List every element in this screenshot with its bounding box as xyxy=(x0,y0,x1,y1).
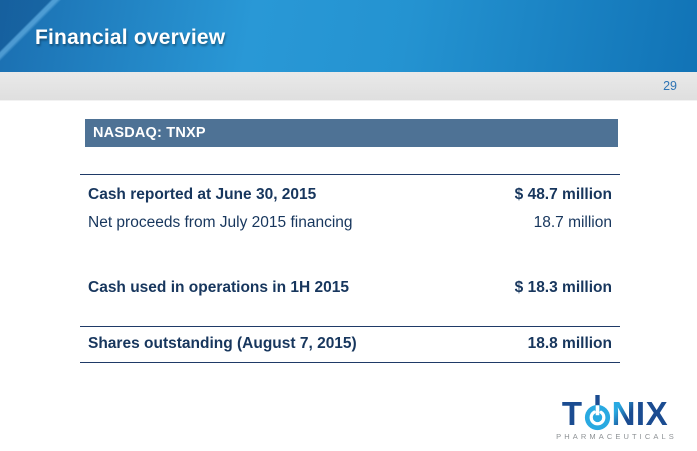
table-header-bar: NASDAQ: TNXP xyxy=(85,119,618,147)
table-row: Cash reported at June 30, 2015 $ 48.7 mi… xyxy=(80,181,620,209)
table-row: Shares outstanding (August 7, 2015) 18.8… xyxy=(80,330,620,358)
row-label: Cash used in operations in 1H 2015 xyxy=(88,279,349,296)
slide-header-band: Financial overview xyxy=(0,0,697,72)
table-body: Cash reported at June 30, 2015 $ 48.7 mi… xyxy=(80,174,620,363)
tonix-wordmark: T N IX xyxy=(545,393,685,431)
table-row: Cash used in operations in 1H 2015 $ 18.… xyxy=(80,274,620,302)
financial-table: NASDAQ: TNXP Cash reported at June 30, 2… xyxy=(80,119,620,363)
row-value: 18.7 million xyxy=(533,214,612,231)
table-bottom-section: Shares outstanding (August 7, 2015) 18.8… xyxy=(80,326,620,363)
subheader-strip: 29 xyxy=(0,72,697,101)
row-label: Shares outstanding (August 7, 2015) xyxy=(88,335,357,352)
logo-letter-t: T xyxy=(561,395,583,432)
row-value: $ 48.7 million xyxy=(514,186,612,203)
tonix-logo: T N IX PHARMACEUTICALS xyxy=(545,393,685,441)
slide-title: Financial overview xyxy=(35,26,226,49)
logo-letters-ix: IX xyxy=(635,395,669,432)
power-button-icon xyxy=(584,395,611,431)
logo-letter-n: N xyxy=(611,395,636,432)
page-number: 29 xyxy=(663,79,677,93)
row-spacer xyxy=(80,237,620,274)
row-spacer xyxy=(80,302,620,326)
row-value: $ 18.3 million xyxy=(514,279,612,296)
row-label: Cash reported at June 30, 2015 xyxy=(88,186,317,203)
row-value: 18.8 million xyxy=(527,335,612,352)
row-label: Net proceeds from July 2015 financing xyxy=(88,214,353,231)
logo-subtitle: PHARMACEUTICALS xyxy=(556,432,677,441)
table-row: Net proceeds from July 2015 financing 18… xyxy=(80,209,620,237)
